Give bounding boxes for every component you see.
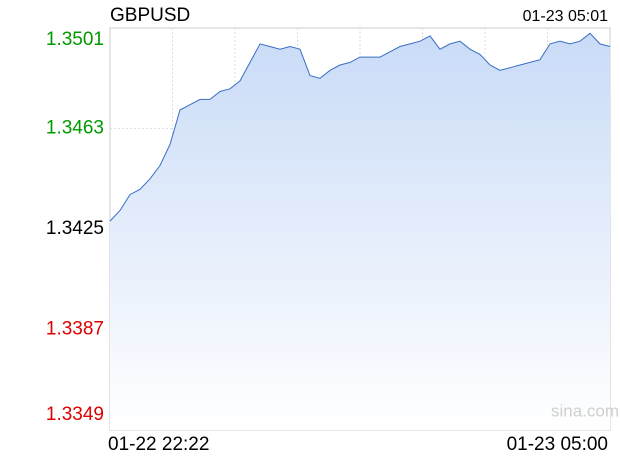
y-tick-label: 1.3501 xyxy=(46,29,104,50)
y-tick-label: 1.3425 xyxy=(46,218,104,239)
timestamp: 01-23 05:01 xyxy=(523,8,609,25)
y-tick-label: 1.3349 xyxy=(46,404,104,425)
plot: 1.3349 1.3387 1.3425 1.3463 1.3501 01-22 22:2… xyxy=(46,29,611,455)
line xyxy=(109,32,611,222)
y-tick-label: 1.3463 xyxy=(46,118,104,139)
area xyxy=(110,33,610,431)
x-tick-label: 01-23 05:00 xyxy=(507,434,608,455)
chart-title: GBPUSD xyxy=(110,5,190,26)
x-tick-label: 01-22 22:22 xyxy=(108,434,209,455)
y-tick-label: 1.3387 xyxy=(46,319,104,340)
watermark: sina.com xyxy=(551,401,619,420)
